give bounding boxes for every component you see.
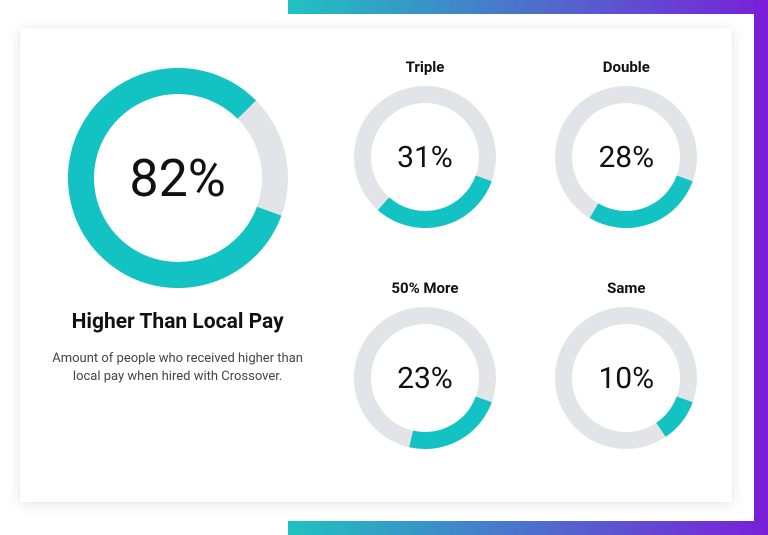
stats-card: 82% Higher Than Local Pay Amount of peop… [20,28,732,502]
stat-donut-chart: 28% [555,86,697,228]
stat-title: Triple [406,58,445,76]
stat-title: 50% More [391,279,458,297]
stat-donut-chart: 31% [354,86,496,228]
stat-donut-chart: 23% [354,307,496,449]
stat-title: Same [607,279,645,297]
stat-donut-value: 31% [354,86,496,228]
main-donut-chart: 82% [68,68,288,288]
main-stat-title: Higher Than Local Pay [72,310,284,334]
frame-border-top [288,0,768,14]
stat-title: Double [603,58,650,76]
stat-donut-chart: 10% [555,307,697,449]
stat-double: Double 28% [535,58,718,261]
stat-same: Same 10% [535,279,718,482]
stat-donut-value: 10% [555,307,697,449]
main-stat-panel: 82% Higher Than Local Pay Amount of peop… [20,28,333,502]
stat-donut-value: 28% [555,86,697,228]
stat-triple: Triple 31% [333,58,516,261]
stat-donut-value: 23% [354,307,496,449]
main-stat-subtitle: Amount of people who received higher tha… [48,350,308,386]
frame-border-right [754,0,768,535]
breakdown-grid: Triple 31% Double 28% 50% More 23% Same … [333,28,732,502]
main-donut-value: 82% [68,68,288,288]
frame-border-bottom [288,521,768,535]
stat-50-more: 50% More 23% [333,279,516,482]
